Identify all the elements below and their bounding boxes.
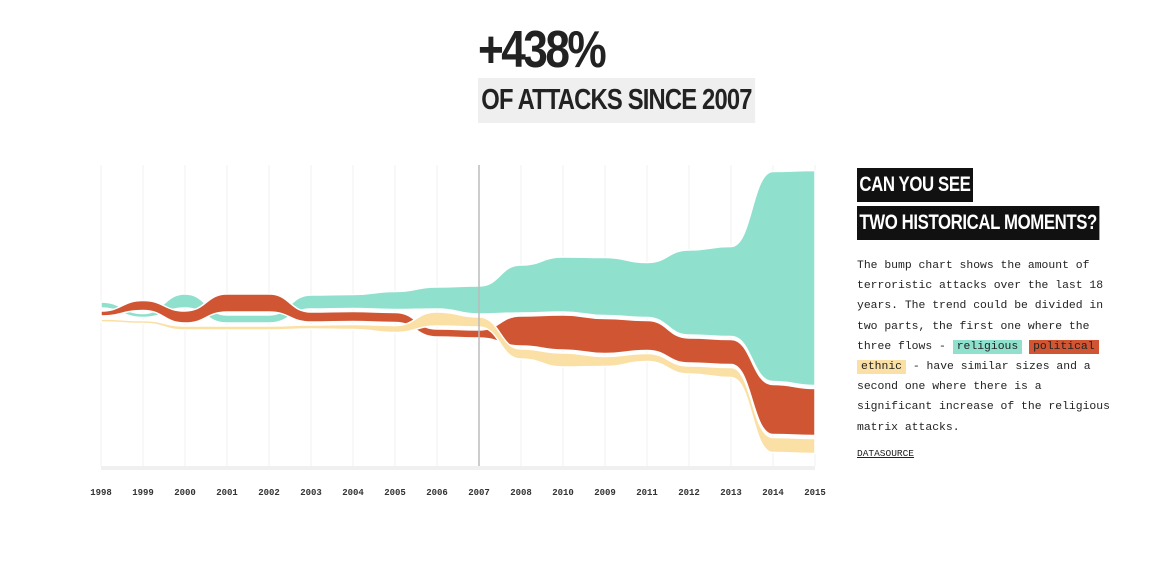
- side-panel: CAN YOU SEE TWO HISTORICAL MOMENTS? The …: [857, 168, 1117, 459]
- panel-title: CAN YOU SEE: [857, 168, 973, 202]
- datasource-link[interactable]: DATASOURCE: [857, 447, 915, 459]
- x-tick-label: 2001: [216, 488, 238, 498]
- x-tick-label: 2007: [468, 488, 490, 498]
- x-tick-label: 2000: [174, 488, 196, 498]
- x-tick-label: 2003: [300, 488, 322, 498]
- panel-text: The bump chart shows the amount of terro…: [857, 256, 1113, 438]
- legend-entry: political: [1029, 339, 1099, 354]
- x-tick-label: 2011: [636, 488, 658, 498]
- x-tick-label: 2009: [594, 488, 616, 498]
- headline: +438% OF ATTACKS SINCE 2007: [478, 22, 816, 123]
- text: - have similar sizes and a second one wh…: [857, 361, 1110, 434]
- legend-entry: ethnic: [857, 360, 907, 375]
- x-tick-label: 2015: [804, 488, 826, 498]
- x-tick-label: 2012: [678, 488, 700, 498]
- stream-band: [100, 311, 816, 455]
- x-tick-label: 1999: [132, 488, 154, 498]
- x-tick-label: 2010: [552, 488, 574, 498]
- stream-band: [100, 169, 816, 387]
- x-tick-label: 2008: [510, 488, 532, 498]
- x-tick-label: 2004: [342, 488, 364, 498]
- headline-value: +438%: [478, 21, 607, 79]
- legend-entry: religious: [952, 339, 1023, 354]
- text: The bump chart shows the amount of terro…: [857, 260, 1104, 353]
- x-axis: [101, 466, 815, 470]
- x-tick-label: 1998: [90, 488, 112, 498]
- x-tick-label: 2013: [720, 488, 742, 498]
- chart: 1998 1999 2000 2001 2002 2003 2004 2005 2006 2007…: [90, 165, 826, 498]
- x-tick-label: 2006: [426, 488, 448, 498]
- x-tick-label: 2005: [384, 488, 406, 498]
- x-tick-label: 2014: [762, 488, 784, 498]
- panel-title: TWO HISTORICAL MOMENTS?: [857, 206, 1100, 240]
- headline-subtitle: OF ATTACKS SINCE 2007: [478, 78, 755, 123]
- stream-band: [100, 293, 816, 437]
- x-tick-label: 2002: [258, 488, 280, 498]
